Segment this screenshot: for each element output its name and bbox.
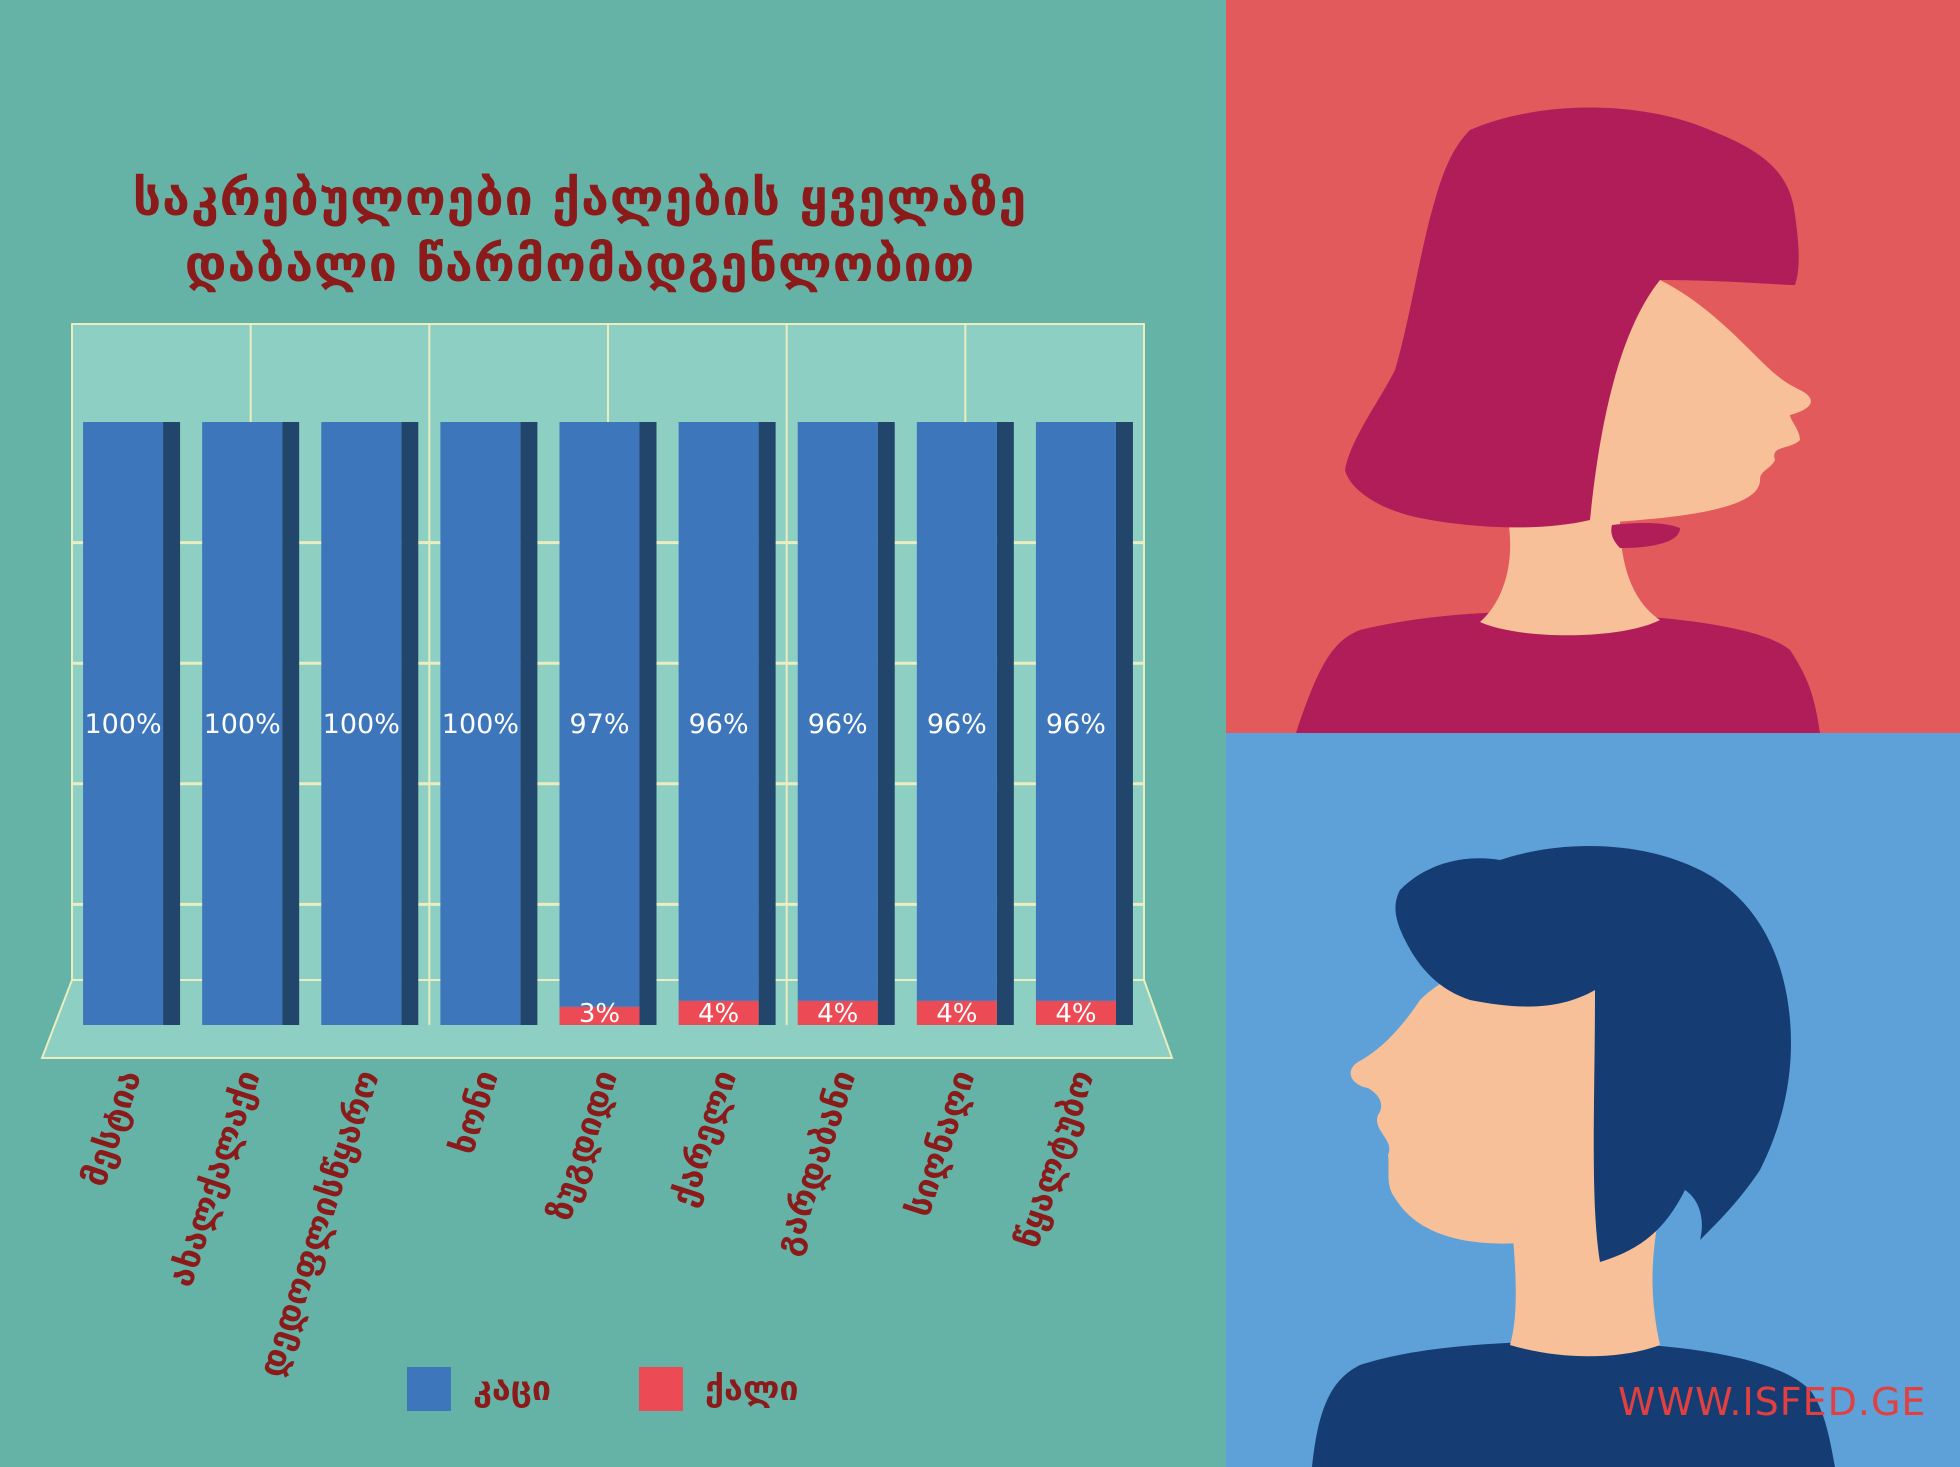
- category-label: გარდაბანი: [767, 1065, 864, 1260]
- bar-label-men: 96%: [927, 709, 987, 740]
- bar-label-men: 100%: [442, 709, 519, 740]
- bar-label-women: 4%: [936, 999, 977, 1029]
- bar-men: [559, 422, 640, 1007]
- legend-men-label: კაცი: [473, 1369, 552, 1409]
- bar-women: [916, 1000, 997, 1025]
- category-label: დედოფლისწყარო: [251, 1065, 388, 1381]
- bar-side: [1115, 422, 1133, 1025]
- woman-portrait-panel: [1226, 0, 1960, 733]
- bar-label-men: 96%: [689, 709, 749, 740]
- bar-men: [916, 422, 997, 1001]
- bar-side: [520, 422, 538, 1025]
- bar-label-women: 4%: [1055, 999, 1096, 1029]
- category-label: მესტია: [75, 1065, 150, 1191]
- bar-label-men: 96%: [1046, 709, 1106, 740]
- bar-men: [678, 422, 759, 1001]
- bar-side: [282, 422, 300, 1025]
- man-portrait-panel: [1226, 733, 1960, 1467]
- bar-label-women: 4%: [698, 999, 739, 1029]
- legend-women: ქალი: [639, 1366, 799, 1412]
- bar-label-men: 100%: [84, 709, 161, 740]
- bar-men: [797, 422, 878, 1001]
- stacked-bar-chart: 100% 100% 100% 100% 97% 3% 96% 4% 96% 4% 96% 4% 96% 4…: [40, 323, 1174, 1382]
- legend-men: კაცი: [407, 1366, 551, 1412]
- bar-label-men: 100%: [323, 709, 400, 740]
- bar-women: [797, 1000, 878, 1025]
- bar-label-men: 97%: [569, 709, 629, 740]
- bar-men: [321, 422, 402, 1025]
- bar-men: [83, 422, 164, 1025]
- website-url[interactable]: WWW.ISFED.GE: [1618, 1380, 1927, 1424]
- title-line-1: საკრებულოები ქალების ყველაზე: [132, 169, 1028, 227]
- bar-side: [996, 422, 1014, 1025]
- legend-women-label: ქალი: [705, 1369, 799, 1409]
- chart-title: საკრებულოები ქალების ყველაზე დაბალი წარმ…: [60, 165, 1100, 297]
- bar-side: [877, 422, 895, 1025]
- category-label: ახალქალაქი: [161, 1065, 269, 1291]
- legend-women-swatch: [639, 1367, 683, 1411]
- bar-label-men: 96%: [808, 709, 868, 740]
- bar-side: [163, 422, 181, 1025]
- category-label: ზუგდიდი: [540, 1065, 626, 1225]
- bar-side: [758, 422, 776, 1025]
- category-label: ხონი: [442, 1065, 506, 1159]
- category-label: ქარელი: [664, 1065, 745, 1211]
- bar-women: [559, 1006, 640, 1025]
- bar-label-women: 4%: [817, 999, 858, 1029]
- bar-women: [678, 1000, 759, 1025]
- bar-men: [440, 422, 521, 1025]
- bar-label-men: 100%: [204, 709, 281, 740]
- chart-bars: [83, 422, 1133, 1025]
- category-label: წყალტუბო: [1008, 1065, 1103, 1252]
- bar-side: [639, 422, 657, 1025]
- bar-women: [1035, 1000, 1116, 1025]
- bar-men: [202, 422, 283, 1025]
- bar-men: [1035, 422, 1116, 1001]
- bar-side: [401, 422, 419, 1025]
- chart-labels: 100% 100% 100% 100% 97% 3% 96% 4% 96% 4% 96% 4% 96% 4…: [84, 709, 1105, 1029]
- category-label: სიღნაღი: [899, 1065, 984, 1221]
- legend-men-swatch: [407, 1367, 451, 1411]
- bar-label-women: 3%: [579, 999, 620, 1029]
- title-line-2: დაბალი წარმომადგენლობით: [184, 235, 976, 293]
